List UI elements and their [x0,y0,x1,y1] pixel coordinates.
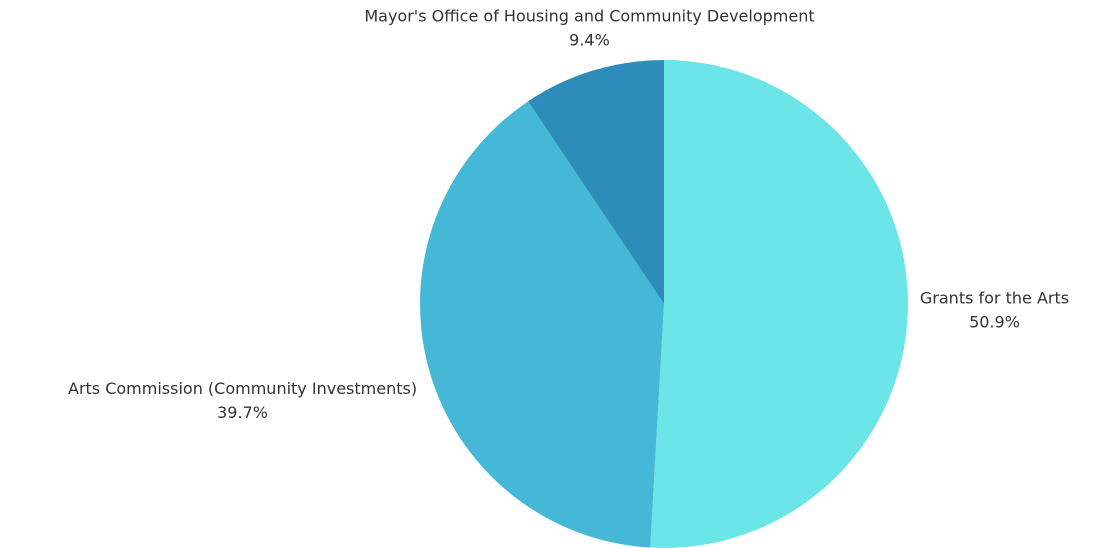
slice-label: Mayor's Office of Housing and Community … [364,7,814,50]
slice-name: Arts Commission (Community Investments) [68,379,417,398]
pie-slice [528,60,664,304]
slice-name: Mayor's Office of Housing and Community … [364,7,814,26]
pie-slice [650,60,908,548]
slice-percent: 50.9% [969,313,1020,332]
slice-name: Grants for the Arts [920,289,1069,308]
slice-label: Grants for the Arts 50.9% [920,289,1069,332]
slice-label: Arts Commission (Community Investments) 3… [68,379,417,422]
slice-percent: 9.4% [569,31,610,50]
slice-percent: 39.7% [217,403,268,422]
pie-slice [420,101,664,548]
